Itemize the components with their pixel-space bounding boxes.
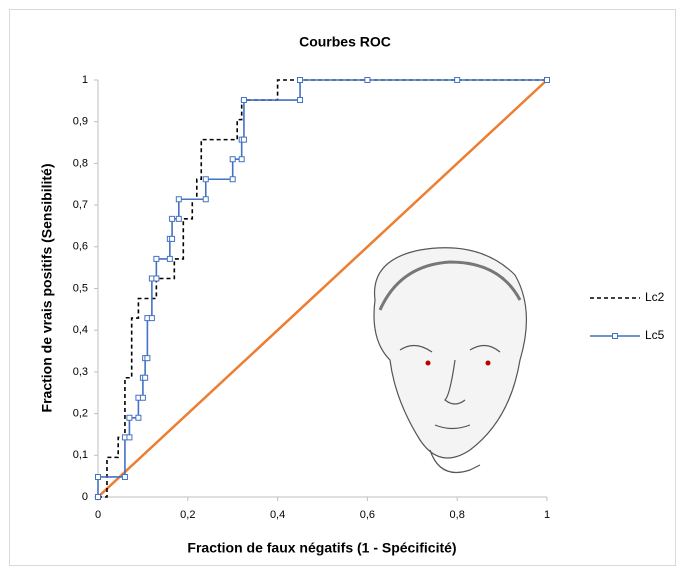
point-marker <box>454 77 461 83</box>
y-tick-label: 1 <box>82 74 88 86</box>
reference-line <box>97 79 548 498</box>
point-marker <box>229 176 236 183</box>
point-marker <box>144 355 151 362</box>
x-tick-label: 0,2 <box>180 509 195 521</box>
y-tick-label: 0,2 <box>73 408 88 420</box>
x-tick-label: 0,8 <box>450 509 465 521</box>
y-axis-label: Fraction de vrais positifs (Sensibilité) <box>39 164 55 413</box>
point-marker <box>229 156 236 163</box>
point-marker <box>240 97 247 104</box>
point-marker <box>544 77 550 83</box>
y-tick-label: 0,8 <box>73 157 88 169</box>
y-tick-label: 0,9 <box>73 116 88 128</box>
point-marker <box>153 255 160 262</box>
point-marker <box>175 196 182 203</box>
point-marker <box>95 494 101 500</box>
face-illustration <box>373 247 527 474</box>
x-tick-label: 0 <box>95 509 101 521</box>
point-marker <box>169 215 176 222</box>
y-tick-label: 0,3 <box>73 366 88 378</box>
point-marker <box>95 473 101 480</box>
point-marker <box>142 374 149 381</box>
y-tick-label: 0 <box>82 491 88 503</box>
point-marker <box>169 235 176 242</box>
point-marker <box>166 255 173 262</box>
x-tick-label: 0,4 <box>270 509 285 521</box>
point-marker <box>238 156 245 163</box>
y-tick-label: 0,7 <box>73 199 88 211</box>
y-tick-label: 0,1 <box>73 449 88 461</box>
y-tick-label: 0,5 <box>73 282 88 294</box>
chart-title: Courbes ROC <box>299 34 391 50</box>
point-marker <box>240 136 247 143</box>
point-marker <box>297 77 304 83</box>
x-tick-label: 1 <box>544 509 550 521</box>
point-marker <box>175 215 182 222</box>
point-marker <box>364 77 371 83</box>
x-tick-label: 0,6 <box>360 509 375 521</box>
point-marker <box>297 97 304 104</box>
y-tick-label: 0,4 <box>73 324 88 336</box>
point-marker <box>139 394 146 401</box>
point-marker <box>121 473 128 480</box>
point-marker <box>202 196 209 203</box>
point-marker <box>202 176 209 183</box>
legend-marker <box>612 333 618 339</box>
point-marker <box>135 414 142 421</box>
chart-border <box>9 9 676 566</box>
legend-label: Lc2 <box>645 290 665 304</box>
x-axis-label: Fraction de faux négatifs (1 - Spécifici… <box>187 540 456 556</box>
point-marker <box>126 414 133 421</box>
legend-label: Lc5 <box>645 328 665 342</box>
point-marker <box>126 434 133 441</box>
y-tick-label: 0,6 <box>73 241 88 253</box>
point-marker <box>148 315 155 322</box>
point-marker <box>153 275 160 282</box>
